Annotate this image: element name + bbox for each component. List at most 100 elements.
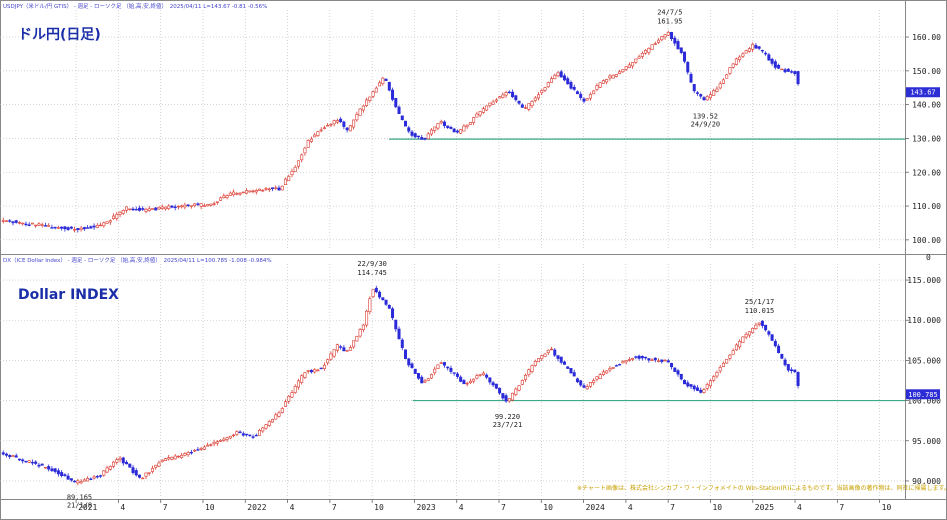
candle-body <box>692 385 696 390</box>
candle-body <box>673 367 677 372</box>
candle-body <box>644 50 648 54</box>
candle-body <box>462 380 466 385</box>
candle-body <box>271 187 275 190</box>
candle-body <box>514 95 518 101</box>
candle-body <box>715 88 719 92</box>
candle-body <box>728 67 732 74</box>
candle-body <box>92 225 96 228</box>
candle-body <box>475 375 479 379</box>
candle-body <box>261 189 265 192</box>
candle-body <box>491 101 495 105</box>
candle-body <box>491 382 495 386</box>
candle-body <box>183 204 187 208</box>
candle-body <box>319 367 323 370</box>
candle-body <box>575 378 579 383</box>
candle-body <box>608 75 612 79</box>
candle-body <box>11 221 15 224</box>
candle-body <box>53 468 57 472</box>
candle-body <box>614 74 618 77</box>
candle-body <box>702 97 706 101</box>
candle-body <box>150 208 154 210</box>
candle-body <box>355 113 359 121</box>
candle-body <box>34 224 38 227</box>
candle-body <box>150 468 154 472</box>
candle-body <box>277 412 281 417</box>
candle-body <box>371 289 375 298</box>
candle-body <box>245 190 249 194</box>
candle-body <box>176 455 180 458</box>
candle-body <box>634 356 638 358</box>
candle-body <box>261 427 265 432</box>
candle-body <box>524 374 528 380</box>
candle-body <box>436 123 440 129</box>
candle-body <box>322 127 326 129</box>
candle-body <box>670 31 674 40</box>
candle-body <box>17 222 21 224</box>
candle-body <box>631 358 635 360</box>
candle-body <box>30 461 34 464</box>
candle-body <box>271 419 275 423</box>
candle-body <box>562 361 566 365</box>
candle-body <box>725 74 729 79</box>
y-tick-label: 90.000 <box>912 477 941 486</box>
annotation-date: 24/9/20 <box>691 120 721 128</box>
candle-body <box>283 401 287 407</box>
candle-body <box>112 461 116 467</box>
candle-body <box>47 225 51 227</box>
candle-body <box>277 187 281 191</box>
candle-body <box>679 373 683 380</box>
candle-body <box>186 452 190 456</box>
candle-body <box>14 455 18 458</box>
panel-title: Dollar INDEX <box>18 287 119 303</box>
candle-body <box>144 472 148 477</box>
candle-body <box>326 125 330 127</box>
candle-body <box>501 393 505 399</box>
candle-body <box>666 32 670 36</box>
candle-body <box>50 227 54 229</box>
candle-body <box>170 456 174 460</box>
candle-body <box>764 324 768 331</box>
x-tick-label: 4 <box>797 503 802 512</box>
candle-body <box>790 71 794 73</box>
candle-body <box>455 373 459 377</box>
panel-header: USDJPY（米ドル/円 GTIS） - 週足 - ローソク足 （始,高,安,終… <box>3 2 267 10</box>
candle-body <box>368 298 372 312</box>
candle-body <box>585 386 589 390</box>
candle-body <box>89 478 93 481</box>
candle-body <box>400 339 404 348</box>
candle-body <box>608 368 612 371</box>
candle-body <box>131 467 135 473</box>
y-tick-label: 115.000 <box>907 276 941 285</box>
candle-body <box>209 444 213 446</box>
candle-body <box>621 69 625 73</box>
candle-body <box>215 201 219 203</box>
x-tick-label: 10 <box>712 503 722 512</box>
candle-body <box>481 372 485 376</box>
candle-body <box>426 133 430 140</box>
candle-body <box>316 369 320 372</box>
annotation-date: 24/7/5 <box>657 8 682 16</box>
candle-body <box>290 392 294 398</box>
candle-body <box>348 125 352 132</box>
candle-body <box>540 90 544 94</box>
candle-body <box>326 359 330 364</box>
candle-body <box>533 361 537 366</box>
candle-body <box>193 203 197 206</box>
candle-body <box>537 358 541 363</box>
candle-body <box>128 463 132 468</box>
candle-body <box>683 380 687 385</box>
annotation-value: 161.95 <box>657 17 682 25</box>
candle-body <box>296 380 300 388</box>
candle-body <box>134 470 138 476</box>
candle-body <box>601 371 605 376</box>
candle-body <box>108 220 112 223</box>
candle-body <box>410 131 414 136</box>
candle-body <box>345 127 349 131</box>
candle-body <box>180 455 184 459</box>
x-tick-label: 7 <box>839 503 844 512</box>
candle-body <box>238 431 242 434</box>
candle-body <box>189 451 193 454</box>
candle-body <box>355 336 359 342</box>
